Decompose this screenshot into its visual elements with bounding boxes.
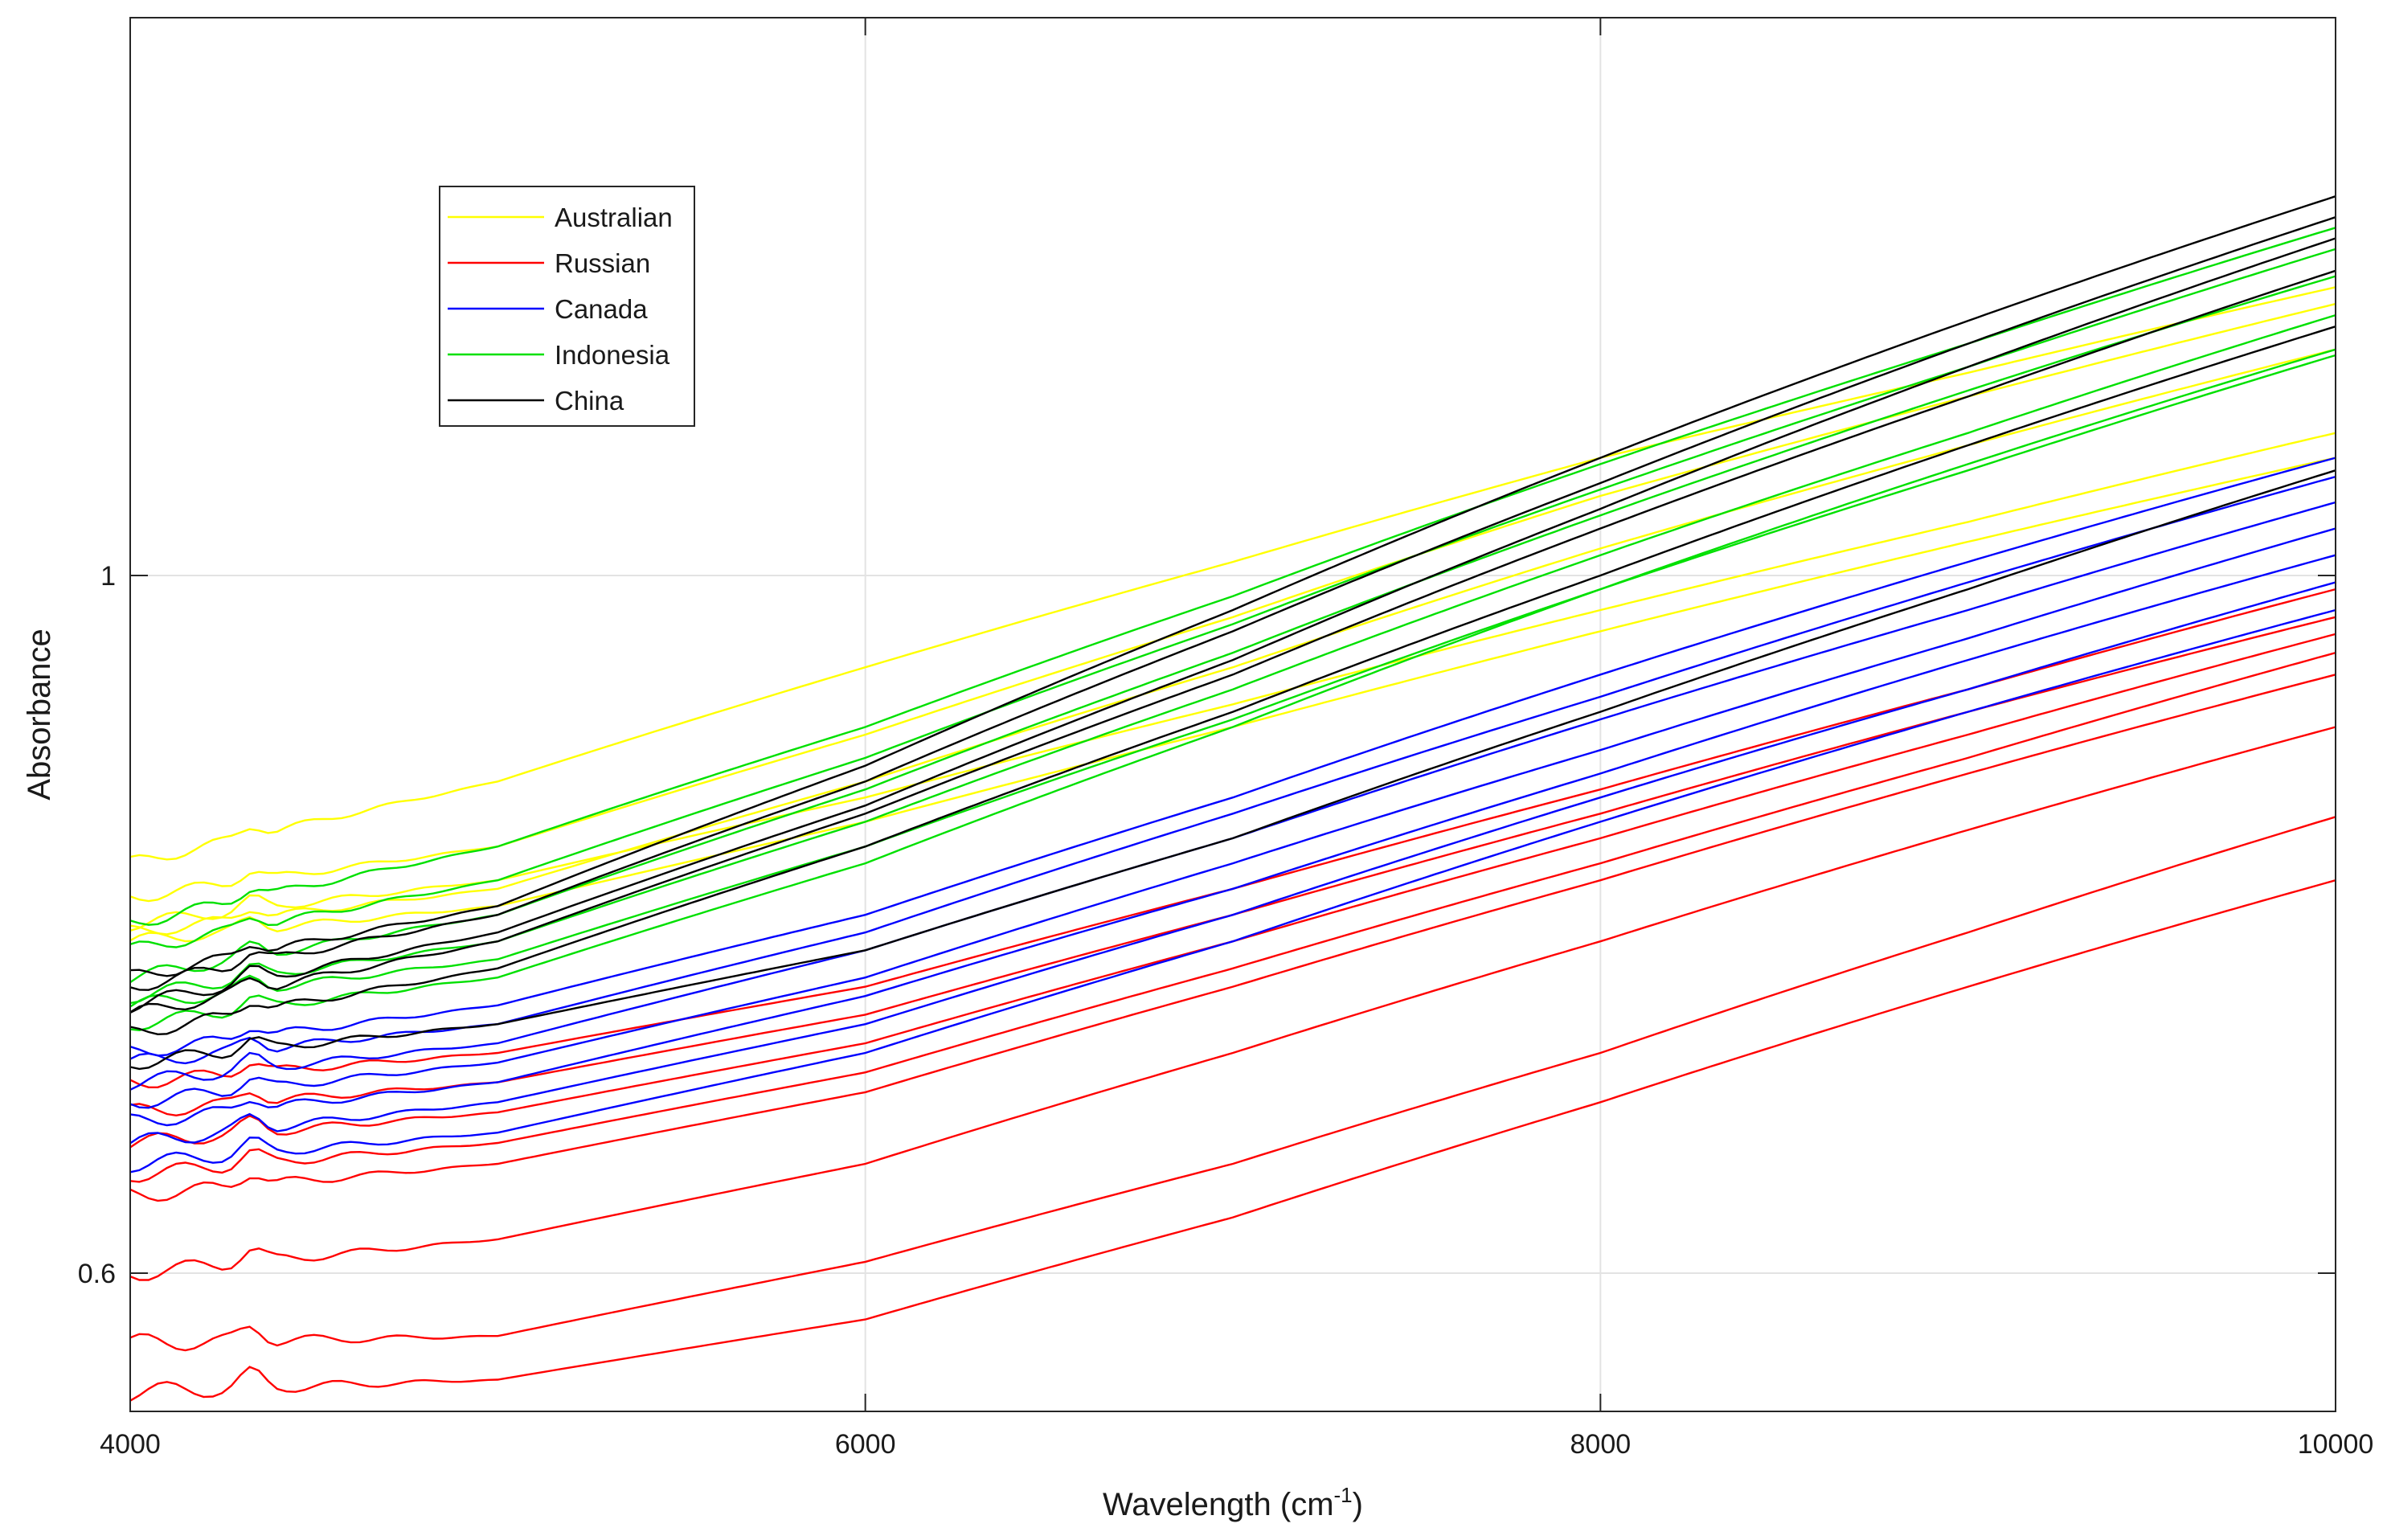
series-line-australian (129, 286, 2336, 861)
x-axis-label-close: ) (1353, 1487, 1363, 1522)
series-line-china (129, 326, 2336, 1036)
series-line-canada (129, 457, 2336, 1057)
y-axis-label: Absorbance (22, 629, 57, 800)
y-tick-label: 0.6 (78, 1259, 116, 1289)
series-line-china (129, 195, 2336, 977)
legend-label-canada: Canada (555, 294, 648, 324)
legend-label-china: China (555, 386, 624, 416)
series-line-russian (129, 879, 2336, 1402)
axis-ticks (129, 18, 2336, 1411)
series-line-china (129, 269, 2336, 1014)
series-line-canada (129, 554, 2336, 1127)
series-line-china (129, 469, 2336, 1071)
series-line-indonesia (129, 348, 2336, 1032)
series-line-china (129, 216, 2336, 991)
x-axis-label-superscript: -1 (1334, 1483, 1353, 1507)
legend-label-australian: Australian (555, 203, 673, 232)
legend-label-indonesia: Indonesia (555, 340, 670, 370)
tick-labels: 4000 6000 8000 10000 0.6 1 (78, 561, 2374, 1460)
series-line-canada (129, 608, 2336, 1173)
series-line-russian (129, 651, 2336, 1183)
series-line-russian (129, 816, 2336, 1352)
series-line-china (129, 237, 2336, 1014)
grid-lines (130, 18, 2336, 1411)
plot-frame (129, 17, 2336, 1412)
x-tick-label: 8000 (1570, 1429, 1632, 1460)
series-line-canada (129, 581, 2336, 1145)
x-tick-label: 4000 (100, 1429, 161, 1460)
series-line-indonesia (129, 354, 2336, 1008)
legend-label-russian: Russian (555, 248, 650, 278)
x-axis-label-main: Wavelength (cm (1103, 1487, 1334, 1522)
series-line-canada (129, 527, 2336, 1109)
y-tick-label: 1 (100, 561, 116, 592)
series-group (129, 195, 2336, 1402)
legend-box (439, 186, 695, 427)
legend: Australian Russian Canada Indonesia China (439, 186, 695, 427)
series-line-russian (129, 726, 2336, 1281)
series-line-russian (129, 674, 2336, 1202)
x-axis-label: Wavelength (cm-1) (1103, 1483, 1363, 1522)
x-tick-label: 6000 (835, 1429, 896, 1460)
x-tick-label: 10000 (2298, 1429, 2374, 1460)
